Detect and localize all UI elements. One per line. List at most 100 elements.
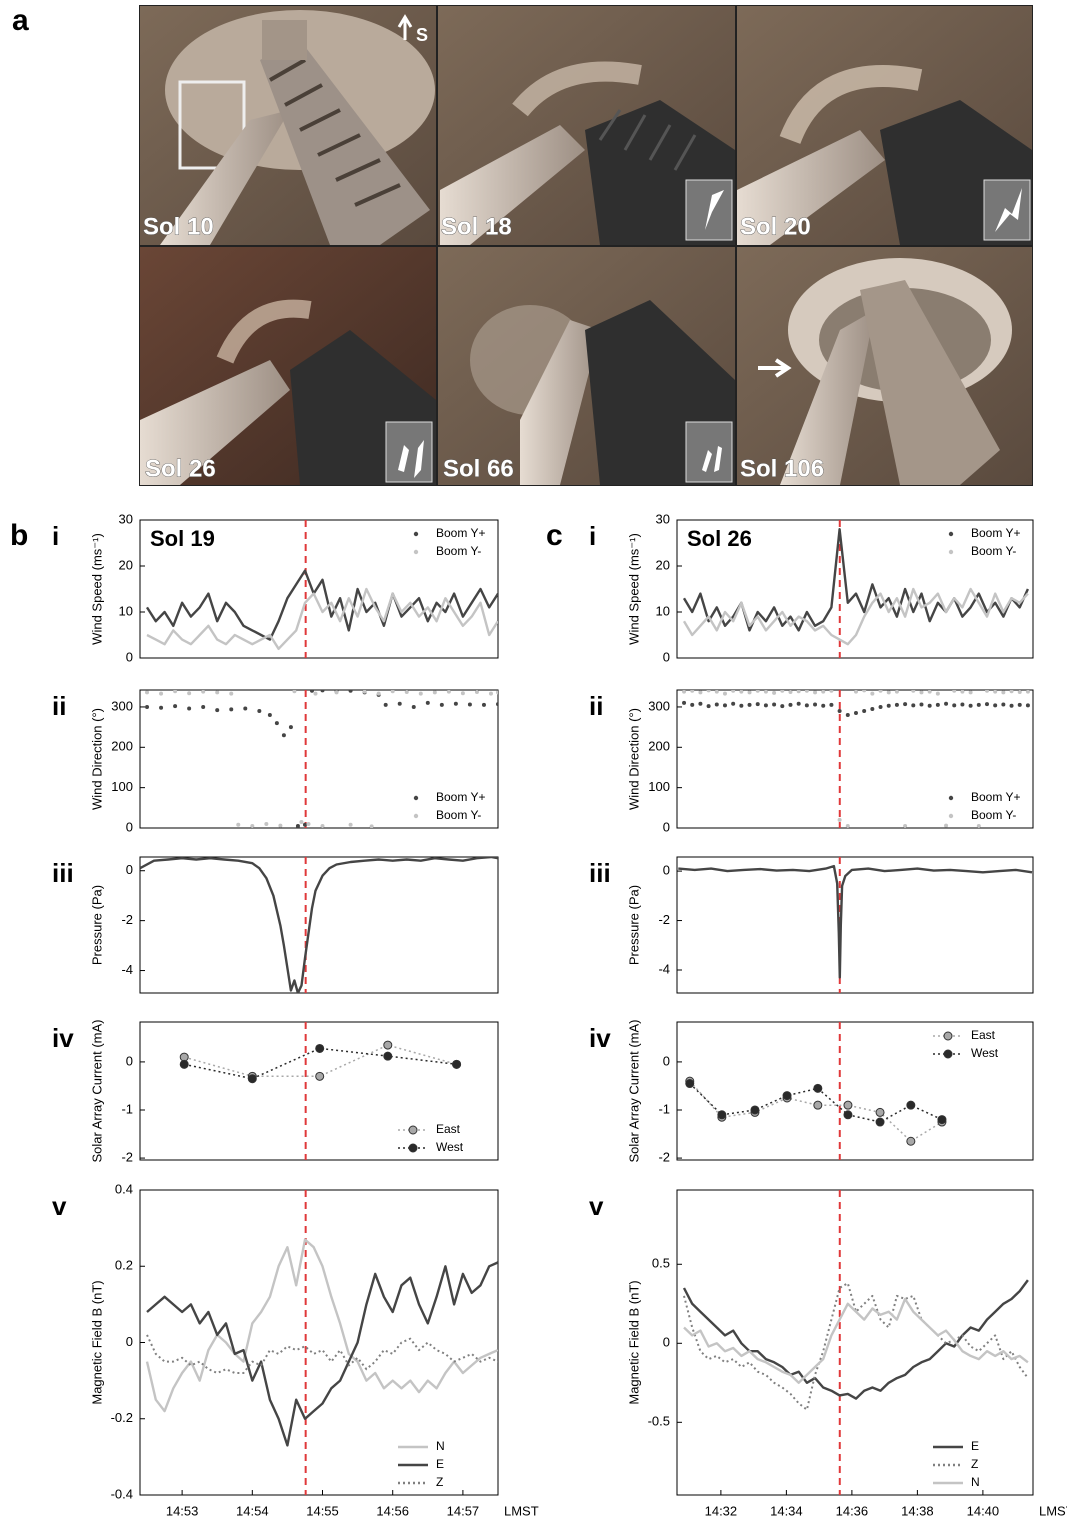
scatter-point bbox=[706, 704, 711, 709]
legend-label: East bbox=[436, 1122, 461, 1136]
scatter-point bbox=[739, 690, 744, 694]
scatter-point bbox=[698, 701, 703, 706]
scatter-point bbox=[1025, 703, 1030, 708]
legend: NEZ bbox=[398, 1439, 445, 1489]
series bbox=[682, 690, 1030, 828]
scatter-point bbox=[418, 691, 423, 696]
chart-title: Sol 19 bbox=[150, 526, 215, 551]
plot-area bbox=[682, 1190, 1029, 1495]
photo-label: Sol 20 bbox=[740, 213, 811, 240]
legend-label: West bbox=[971, 1046, 999, 1060]
scatter-point bbox=[772, 702, 777, 707]
scatter-point bbox=[944, 823, 949, 828]
scatter-point bbox=[1009, 690, 1014, 694]
photo: Sol 18 bbox=[438, 6, 735, 245]
scatter-point bbox=[496, 690, 498, 695]
plot-area bbox=[179, 1022, 462, 1160]
series bbox=[145, 569, 498, 641]
plot-frame bbox=[139, 1189, 499, 1496]
data-point bbox=[685, 1079, 695, 1089]
panel-numeral: v bbox=[52, 1191, 67, 1221]
x-tick-label: 14:53 bbox=[166, 1503, 199, 1518]
data-line bbox=[682, 1279, 1029, 1400]
data-point bbox=[843, 1110, 853, 1120]
photo-label: Sol 26 bbox=[145, 455, 216, 482]
y-axis-label: Solar Array Current (mA) bbox=[89, 1019, 104, 1162]
y-tick-label: 300 bbox=[111, 698, 133, 713]
legend-swatch bbox=[948, 795, 954, 801]
plot-area bbox=[145, 520, 498, 658]
scatter-point bbox=[267, 713, 272, 718]
scatter-point bbox=[739, 703, 744, 708]
plot-frame bbox=[139, 519, 499, 659]
photo: S Sol 10 bbox=[140, 6, 436, 245]
legend-swatch bbox=[413, 813, 419, 819]
plot-frame bbox=[139, 856, 499, 994]
scatter-point bbox=[894, 690, 899, 694]
y-tick-label: -2 bbox=[658, 912, 670, 927]
y-tick-label: -2 bbox=[121, 912, 133, 927]
scatter-point bbox=[320, 823, 325, 828]
y-tick-label: 200 bbox=[648, 739, 670, 754]
y-tick-label: 300 bbox=[648, 698, 670, 713]
legend-swatch bbox=[943, 1031, 953, 1041]
y-tick-label: 30 bbox=[656, 511, 670, 526]
scatter-point bbox=[288, 725, 293, 730]
scatter-point bbox=[1009, 703, 1014, 708]
y-tick-label: -0.2 bbox=[111, 1410, 133, 1425]
data-line bbox=[140, 857, 498, 993]
photo: Sol 106 bbox=[737, 247, 1032, 485]
y-tick-label: 200 bbox=[111, 739, 133, 754]
scatter-point bbox=[796, 690, 801, 694]
y-tick-label: 0 bbox=[663, 863, 670, 878]
chart: iv Solar Array Current (mA) -2 -1 0 East West bbox=[52, 1019, 499, 1165]
data-point bbox=[813, 1100, 823, 1110]
panel-label: c bbox=[546, 519, 563, 552]
y-tick-label: 20 bbox=[119, 557, 133, 572]
photo: Sol 66 bbox=[438, 247, 735, 485]
photo-label: Sol 106 bbox=[740, 455, 824, 482]
series bbox=[682, 700, 1030, 718]
panel-numeral: i bbox=[589, 521, 596, 551]
panel-label: b bbox=[10, 519, 28, 552]
legend: Boom Y+ Boom Y- bbox=[413, 526, 485, 558]
scatter-point bbox=[309, 690, 314, 693]
legend-swatch bbox=[408, 1125, 418, 1135]
data-line bbox=[678, 864, 1033, 979]
scatter-point bbox=[278, 823, 283, 828]
x-tick-label: 14:40 bbox=[967, 1503, 1000, 1518]
plot-area bbox=[685, 1022, 947, 1160]
scatter-point bbox=[731, 701, 736, 706]
scatter-point bbox=[813, 702, 818, 707]
scatter-point bbox=[722, 703, 727, 708]
scatter-point bbox=[919, 690, 924, 695]
scatter-point bbox=[299, 819, 304, 824]
data-line bbox=[682, 587, 1029, 646]
y-tick-label: 10 bbox=[656, 603, 670, 618]
legend-swatch bbox=[948, 531, 954, 537]
y-tick-label: 0 bbox=[126, 819, 133, 834]
data-point bbox=[452, 1059, 462, 1069]
legend-swatch bbox=[413, 795, 419, 801]
scatter-point bbox=[159, 691, 164, 696]
scatter-point bbox=[878, 704, 883, 709]
data-point bbox=[383, 1040, 393, 1050]
plot-frame bbox=[139, 689, 499, 829]
scatter-point bbox=[984, 702, 989, 707]
scatter-point bbox=[292, 690, 297, 694]
x-axis-label: LMST bbox=[1039, 1503, 1067, 1518]
scatter-point bbox=[362, 690, 367, 694]
legend: East West bbox=[933, 1028, 999, 1060]
scatter-point bbox=[878, 690, 883, 693]
scatter-point bbox=[829, 690, 834, 693]
scatter-point bbox=[862, 690, 867, 693]
scatter-point bbox=[145, 690, 150, 695]
scatter-point bbox=[796, 701, 801, 706]
legend-swatch bbox=[948, 549, 954, 555]
legend: Boom Y+ Boom Y- bbox=[413, 790, 485, 822]
scatter-point bbox=[772, 690, 777, 695]
y-tick-label: 10 bbox=[119, 603, 133, 618]
y-axis-label: Wind Direction (°) bbox=[626, 708, 641, 810]
scatter-point bbox=[682, 700, 687, 705]
scatter-point bbox=[1025, 690, 1030, 694]
